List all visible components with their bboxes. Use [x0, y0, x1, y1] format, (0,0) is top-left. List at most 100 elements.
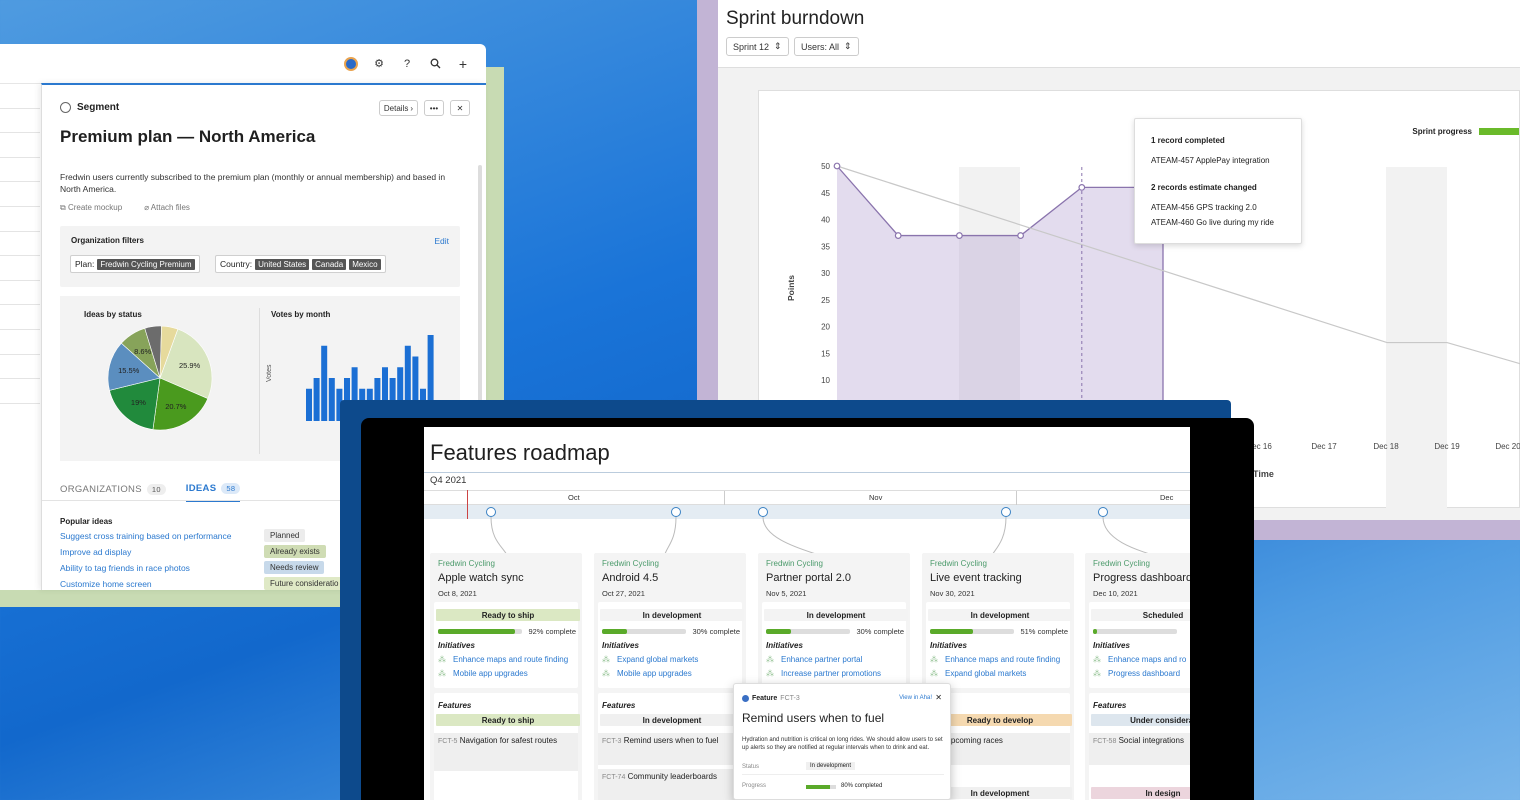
- globe-icon: [60, 102, 71, 113]
- progress-text: 92% complete: [528, 627, 576, 636]
- release-card[interactable]: Fredwin Cycling Apple watch sync Oct 8, 20…: [430, 553, 582, 800]
- initiative-link[interactable]: ⁂ Enhance maps and route finding: [438, 655, 568, 664]
- idea-link[interactable]: Customize home screen: [60, 579, 152, 589]
- vote-bar: [427, 335, 434, 421]
- plus-icon[interactable]: +: [458, 55, 468, 72]
- feature-status-badge[interactable]: Under considerat: [1091, 714, 1190, 726]
- release-card[interactable]: Fredwin Cycling Live event tracking Nov 30…: [922, 553, 1074, 800]
- card-name[interactable]: Apple watch sync: [438, 572, 524, 584]
- progress-bar: [930, 629, 1014, 634]
- gear-icon[interactable]: ⚙: [374, 58, 384, 70]
- x-tick-label: Dec 17: [1311, 442, 1337, 451]
- tooltip-heading: 2 records estimate changed: [1151, 183, 1257, 192]
- milestone-marker[interactable]: [758, 507, 768, 517]
- features-heading: Features: [1093, 701, 1127, 710]
- data-point: [1078, 183, 1086, 191]
- feature-item[interactable]: FCT-58 Social integrations: [1089, 733, 1190, 765]
- initiative-link[interactable]: ⁂ Enhance partner portal: [766, 655, 862, 664]
- x-axis-label: Time: [1253, 469, 1274, 479]
- tab-organizations[interactable]: ORGANIZATIONS 10: [60, 483, 166, 502]
- feature-status-badge[interactable]: In development: [600, 714, 744, 726]
- progress-text: 30% complete: [692, 627, 740, 636]
- milestone-marker[interactable]: [486, 507, 496, 517]
- card-kicker: Fredwin Cycling: [930, 559, 987, 568]
- release-card[interactable]: Fredwin Cycling Progress dashboard Dec 10,…: [1085, 553, 1190, 800]
- close-icon[interactable]: ✕: [935, 693, 942, 702]
- initiative-link[interactable]: ⁂ Mobile app upgrades: [438, 669, 528, 678]
- search-icon[interactable]: [428, 57, 442, 71]
- card-date: Nov 5, 2021: [766, 589, 807, 598]
- details-button[interactable]: Details ›: [378, 100, 418, 116]
- updown-icon: ⇕: [844, 41, 852, 51]
- feature-status-badge[interactable]: Ready to ship: [436, 714, 580, 726]
- pie-slice: [109, 377, 161, 430]
- create-mockup-link[interactable]: ⧉ Create mockup: [60, 203, 122, 213]
- pie-label: 15.5%: [118, 366, 140, 375]
- data-point: [1017, 232, 1025, 239]
- vote-bar: [374, 378, 381, 421]
- idea-link[interactable]: Suggest cross training based on performa…: [60, 531, 232, 541]
- card-kicker: Fredwin Cycling: [1093, 559, 1150, 568]
- hierarchy-icon: ⁂: [438, 654, 446, 664]
- status-badge[interactable]: In development: [764, 609, 908, 621]
- popup-title: Remind users when to fuel: [742, 711, 885, 725]
- idea-link[interactable]: Ability to tag friends in race photos: [60, 563, 190, 573]
- feature-item[interactable]: FCT-3 Remind users when to fuel: [598, 733, 742, 765]
- milestone-marker[interactable]: [671, 507, 681, 517]
- initiative-link[interactable]: ⁂ Mobile app upgrades: [602, 669, 692, 678]
- initiatives-heading: Initiatives: [1093, 641, 1130, 650]
- more-button[interactable]: •••: [424, 100, 444, 116]
- chevron-right-icon: ›: [410, 103, 413, 113]
- card-name[interactable]: Live event tracking: [930, 572, 1022, 584]
- close-button[interactable]: ✕: [450, 100, 470, 116]
- view-in-aha-link[interactable]: View in Aha!: [899, 695, 932, 701]
- feature-status-badge[interactable]: In design: [1091, 787, 1190, 799]
- feature-status-badge[interactable]: Ready to develop: [928, 714, 1072, 726]
- milestone-marker[interactable]: [1001, 507, 1011, 517]
- card-date: Dec 10, 2021: [1093, 589, 1138, 598]
- y-tick-label: 15: [821, 349, 830, 358]
- feature-item[interactable]: FCT-5 Navigation for safest routes: [434, 733, 578, 771]
- segment-header-label: Segment: [77, 102, 120, 113]
- initiative-link[interactable]: ⁂ Expand global markets: [930, 669, 1026, 678]
- hierarchy-icon: ⁂: [766, 654, 774, 664]
- initiative-link[interactable]: ⁂ Expand global markets: [602, 655, 698, 664]
- status-badge[interactable]: In development: [928, 609, 1072, 621]
- users-select[interactable]: Users: All ⇕: [794, 37, 859, 56]
- scrollbar[interactable]: [478, 165, 482, 405]
- quarter-label: Q4 2021: [430, 475, 467, 486]
- tab-ideas[interactable]: IDEAS 58: [185, 483, 241, 502]
- help-icon[interactable]: ?: [403, 57, 411, 70]
- status-badge[interactable]: Scheduled: [1091, 609, 1190, 621]
- sprint-select[interactable]: Sprint 12 ⇕: [726, 37, 789, 56]
- initiative-link[interactable]: ⁂ Progress dashboard: [1093, 669, 1180, 678]
- card-name[interactable]: Progress dashboard: [1093, 572, 1190, 584]
- feature-icon: [742, 695, 749, 702]
- card-name[interactable]: Android 4.5: [602, 572, 659, 584]
- feature-item[interactable]: FCT-74 Community leaderboards: [598, 769, 742, 800]
- today-marker: [467, 490, 468, 519]
- feature-status-badge[interactable]: In development: [928, 787, 1072, 799]
- country-filter[interactable]: Country: United States Canada Mexico: [215, 255, 386, 273]
- milestone-marker[interactable]: [1098, 507, 1108, 517]
- status-badge[interactable]: Ready to ship: [436, 609, 580, 621]
- attach-files-link[interactable]: ⌀ Attach files: [144, 203, 190, 213]
- initiative-link[interactable]: ⁂ Increase partner promotions: [766, 669, 881, 678]
- idea-status-badge: Planned: [264, 529, 306, 542]
- initiatives-heading: Initiatives: [602, 641, 639, 650]
- release-card[interactable]: Fredwin Cycling Android 4.5 Oct 27, 2021 In…: [594, 553, 746, 800]
- edit-link[interactable]: Edit: [434, 236, 449, 246]
- idea-link[interactable]: Improve ad display: [60, 547, 132, 557]
- card-name[interactable]: Partner portal 2.0: [766, 572, 851, 584]
- initiative-link[interactable]: ⁂ Enhance maps and ro: [1093, 655, 1186, 664]
- feature-key: FCT-74: [602, 774, 626, 781]
- plan-filter[interactable]: Plan: Fredwin Cycling Premium: [70, 255, 200, 273]
- initiative-link[interactable]: ⁂ Enhance maps and route finding: [930, 655, 1060, 664]
- status-badge[interactable]: In development: [600, 609, 744, 621]
- card-date: Nov 30, 2021: [930, 589, 975, 598]
- pie-label: 19%: [131, 398, 146, 407]
- status-value[interactable]: In development: [806, 762, 856, 770]
- avatar[interactable]: [344, 56, 358, 71]
- initiative-label: Enhance maps and ro: [1108, 655, 1187, 664]
- feature-popup: Feature FCT-3 View in Aha! ✕ Remind users…: [733, 683, 951, 800]
